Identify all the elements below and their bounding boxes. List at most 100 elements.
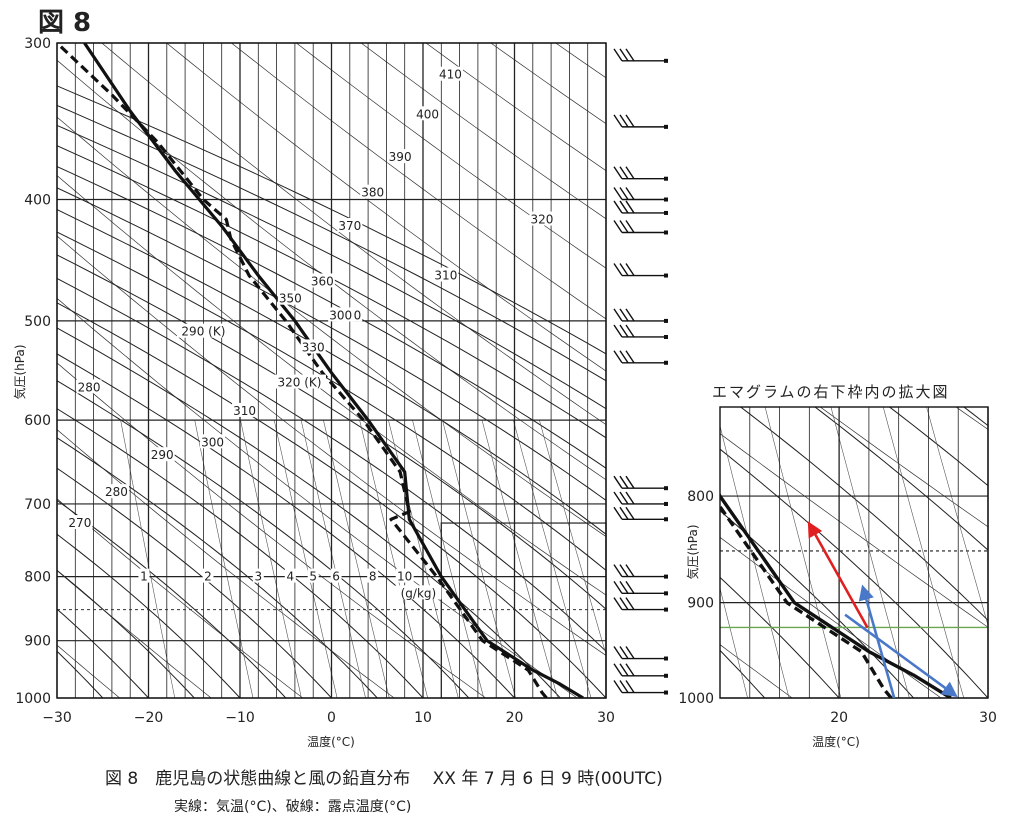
annotation-label-bg — [529, 211, 555, 226]
inset-blue-arrow — [858, 584, 896, 698]
wind-barb-feather — [625, 663, 635, 677]
annotation-label-bg — [360, 184, 386, 199]
figure-label: 図 8 — [38, 8, 92, 38]
annotation-label: 300 — [201, 435, 224, 449]
dry-adiabat-line — [57, 116, 606, 538]
annotation-label: 2 — [204, 570, 212, 584]
dry-adiabat-line — [57, 297, 578, 698]
wind-barb — [613, 597, 668, 612]
wind-barb-feather — [625, 324, 635, 338]
annotation-label-bg — [307, 568, 319, 583]
wind-barb-feather — [613, 48, 623, 62]
inset-x-tick-label: 30 — [979, 710, 997, 726]
emagram-y-tick-label: 800 — [24, 570, 51, 586]
annotation-label: 310 — [233, 404, 256, 418]
dry-adiabat-line — [759, 0, 1024, 698]
emagram-y-tick-label: 300 — [24, 36, 51, 52]
mixing-ratio-line — [764, 407, 842, 698]
wind-barb-feather — [619, 263, 629, 276]
wind-barb-feather — [625, 646, 635, 659]
dry-adiabat-line — [57, 498, 303, 698]
moist-adiabat-line — [57, 327, 561, 698]
wind-barb-feather — [613, 166, 623, 180]
inset-temperature-line — [720, 492, 952, 698]
annotation-label-bg — [395, 585, 442, 600]
emagram-x-tick-label: 10 — [414, 710, 432, 726]
annotation-label: 380 — [361, 186, 384, 200]
moist-adiabat-line — [0, 0, 392, 698]
annotation-label-bg — [176, 323, 230, 338]
inset-series — [720, 492, 958, 698]
dewpoint-series-line — [57, 43, 548, 698]
annotation-label-bg — [395, 568, 414, 583]
moist-adiabat-line — [57, 166, 606, 469]
moist-adiabat-line — [57, 408, 424, 698]
annotation-label-bg — [67, 515, 93, 530]
annotation-label-bg — [138, 568, 150, 583]
annotation-label: (g/kg) — [401, 586, 437, 600]
moist-adiabat-line — [57, 302, 606, 698]
inset-ticks: 20 30 800 900 1000 — [678, 489, 997, 726]
inset-blue-arrow — [844, 613, 958, 698]
emagram-ticks: −30 −20 −10 0 10 20 30 300 400 500 600 700 800 900 100… — [15, 36, 615, 726]
wind-barb-feather — [613, 475, 623, 489]
annotation-label: 320 (K) — [277, 376, 321, 390]
wind-barb-feather — [613, 646, 623, 659]
figure-caption-note: 実線：気温(°C)、破線：露点温度(°C) — [174, 799, 412, 815]
annotation-label: 400 — [416, 107, 439, 121]
wind-barb-feather — [625, 597, 635, 610]
emagram-x-axis-label: 温度(°C) — [307, 734, 355, 749]
wind-barb-feather — [613, 324, 623, 338]
wind-barb-feather — [625, 263, 635, 276]
annotation-label: 10 — [397, 570, 412, 584]
wind-barb-feather — [625, 491, 635, 505]
annotation-label: 5 — [309, 570, 317, 584]
moist-adiabat-line — [57, 187, 606, 501]
wind-barb-feather — [613, 491, 623, 505]
dry-adiabat-line — [720, 433, 988, 628]
dry-adiabat-line — [863, 0, 1024, 698]
annotation-label-bg — [76, 379, 102, 394]
figure-caption: 図 8 鹿児島の状態曲線と風の鉛直分布 XX 年 7 月 6 日 9 時(00U… — [105, 769, 663, 789]
moist-adiabat-line — [57, 277, 606, 652]
mixing-ratio-line — [720, 424, 790, 698]
annotation-label-bg — [433, 267, 459, 282]
moist-adiabat-line — [57, 499, 287, 698]
wind-barb — [613, 48, 668, 63]
annotation-label-bg — [437, 66, 463, 81]
emagram-x-tick-label: 0 — [327, 710, 336, 726]
annotation-label-bg — [272, 374, 326, 389]
wind-barb — [613, 324, 668, 339]
wind-barb-feather — [613, 564, 623, 577]
moist-adiabat-line — [720, 510, 914, 698]
wind-barb-feather — [619, 48, 629, 62]
wind-barb-feather — [619, 680, 629, 693]
annotation-label: 360 — [311, 274, 334, 288]
wind-barb — [613, 350, 668, 365]
annotation-label-bg — [300, 339, 326, 354]
inset-y-tick-label: 1000 — [678, 691, 714, 707]
wind-barb-feather — [625, 114, 635, 128]
moist-adiabat-line — [57, 533, 241, 698]
dry-adiabat-line — [295, 43, 606, 269]
emagram-x-tick-label: −20 — [134, 710, 164, 726]
wind-barb — [613, 491, 668, 506]
moist-adiabat-line — [57, 380, 470, 698]
annotation-label-bg — [367, 568, 379, 583]
annotation-label: 280 — [105, 485, 128, 499]
annotation-label-bg — [387, 149, 413, 164]
wind-barb-feather — [613, 680, 623, 693]
dry-adiabat-line — [720, 536, 942, 698]
wind-barb-feather — [619, 187, 629, 200]
moist-adiabat-line — [57, 437, 378, 698]
wind-barb-feather — [619, 663, 629, 677]
wind-barb-feather — [613, 350, 623, 364]
wind-barb-feather — [613, 263, 623, 276]
dry-adiabat-line — [445, 0, 1024, 698]
annotation-label: 8 — [369, 570, 377, 584]
inset-red-arrow — [807, 521, 869, 629]
dry-adiabat-line — [722, 25, 1024, 698]
